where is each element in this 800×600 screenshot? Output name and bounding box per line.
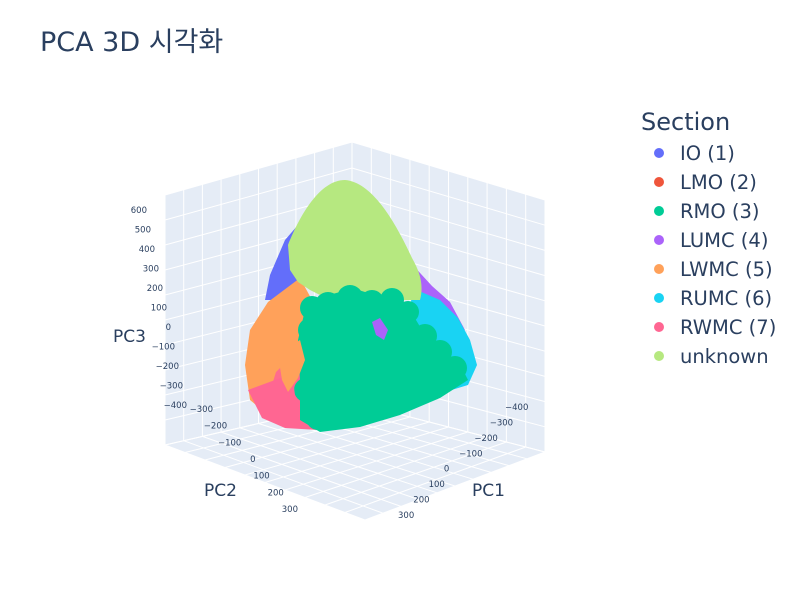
legend-label: RUMC (6) — [680, 287, 772, 310]
gridline — [344, 446, 526, 513]
z-tick-label: −400 — [164, 401, 187, 411]
rmo-point-cluster — [428, 340, 452, 364]
y-axis-title: PC2 — [204, 481, 237, 501]
x-tick-label: 0 — [444, 465, 449, 475]
rmo-point-cluster — [315, 292, 341, 318]
rmo-point-cluster — [337, 285, 363, 311]
rmo-point-cluster — [360, 290, 384, 314]
legend-marker — [654, 264, 664, 274]
gridline — [304, 436, 488, 498]
x-tick-label: −400 — [505, 403, 528, 413]
legend-item[interactable]: LMO (2) — [654, 171, 757, 194]
z-axis-title: PC3 — [113, 327, 146, 347]
y-tick-label: −100 — [218, 438, 241, 448]
y-tick-label: 0 — [250, 455, 255, 465]
z-tick-label: 200 — [147, 284, 163, 294]
legend-marker — [654, 177, 664, 187]
lumc-chunk — [372, 318, 388, 340]
legend-marker — [654, 322, 664, 332]
chart-title: PCA 3D 시각화 — [40, 27, 223, 58]
rmo-bumps — [294, 285, 467, 430]
x-tick-label: −200 — [474, 434, 497, 444]
z-tick-label: −300 — [160, 382, 183, 392]
y-tick-label: 200 — [268, 488, 284, 498]
legend-item[interactable]: LWMC (5) — [654, 258, 773, 281]
z-tick-label: 300 — [143, 265, 159, 275]
legend-marker — [654, 351, 664, 361]
z-tick-label: 500 — [135, 226, 151, 236]
y-tick-label: −200 — [204, 422, 227, 432]
rmo-point-cluster — [298, 318, 322, 342]
rmo-point-cluster — [294, 378, 318, 402]
rmo-point-cluster — [306, 406, 330, 430]
legend-item[interactable]: RMO (3) — [654, 200, 760, 223]
y-tick-label: 100 — [253, 472, 269, 482]
legend-label: LWMC (5) — [680, 258, 773, 281]
x-axis-title: PC1 — [472, 481, 505, 501]
z-tick-label: 400 — [139, 245, 155, 255]
z-tick-label: 100 — [151, 304, 167, 314]
legend-item[interactable]: IO (1) — [654, 142, 735, 165]
y-tick-label: −300 — [190, 405, 213, 415]
legend-label: RMO (3) — [680, 200, 760, 223]
legend-label: LMO (2) — [680, 171, 757, 194]
legend-marker — [654, 148, 664, 158]
rmo-point-cluster — [418, 368, 442, 392]
legend: Section IO (1) LMO (2) RMO (3) LUMC (4) LWMC… — [641, 108, 776, 368]
point-cloud — [245, 180, 477, 432]
gridline — [324, 441, 507, 506]
z-tick-label: −100 — [152, 343, 175, 353]
rmo-point-cluster — [443, 356, 467, 380]
legend-item[interactable]: RWMC (7) — [654, 316, 776, 339]
legend-marker — [654, 206, 664, 216]
legend-label: IO (1) — [680, 142, 735, 165]
z-tick-label: −200 — [156, 362, 179, 372]
legend-item[interactable]: unknown — [654, 345, 769, 368]
series-unknown-region — [288, 180, 422, 300]
gridline — [264, 426, 449, 483]
legend-item[interactable]: LUMC (4) — [654, 229, 768, 252]
floor-plane — [165, 402, 545, 520]
rmo-point-cluster — [380, 288, 404, 312]
x-tick-label: 300 — [398, 511, 414, 521]
legend-title: Section — [641, 108, 730, 136]
gridline — [284, 431, 468, 491]
legend-label: LUMC (4) — [680, 229, 768, 252]
y-tick-label: 300 — [282, 505, 298, 515]
x-tick-label: −100 — [459, 449, 482, 459]
legend-label: unknown — [680, 345, 769, 368]
legend-label: RWMC (7) — [680, 316, 776, 339]
z-tick-label: 0 — [166, 323, 171, 333]
x-tick-label: 200 — [413, 496, 429, 506]
series-rmo-region — [298, 288, 468, 432]
lwmc-streaks — [278, 340, 305, 392]
legend-item[interactable]: RUMC (6) — [654, 287, 772, 310]
z-tick-label: 600 — [131, 206, 147, 216]
legend-marker — [654, 235, 664, 245]
gridline — [364, 451, 546, 521]
rmo-point-cluster — [397, 301, 419, 323]
x-tick-label: −300 — [490, 418, 513, 428]
x-tick-label: 100 — [429, 480, 445, 490]
legend-marker — [654, 293, 664, 303]
rmo-point-cluster — [413, 324, 437, 348]
